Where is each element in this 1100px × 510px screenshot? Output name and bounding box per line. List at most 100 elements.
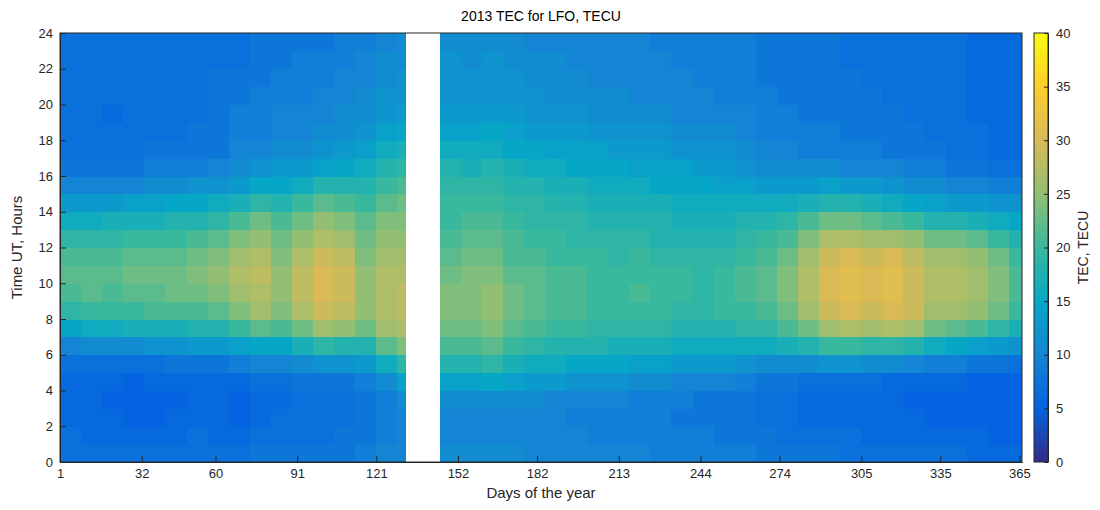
heat-cell [123, 212, 145, 230]
heat-cell [334, 319, 356, 337]
heat-cell [629, 337, 651, 355]
heat-cell [102, 158, 124, 176]
heat-cell [545, 391, 567, 409]
heat-cell [819, 87, 841, 105]
heat-cell [861, 212, 883, 230]
axis-line [61, 462, 1023, 463]
heat-cell [81, 212, 103, 230]
heat-cell [756, 122, 778, 140]
heat-cell [735, 212, 757, 230]
heat-cell [714, 283, 736, 301]
heat-cell [545, 301, 567, 319]
heat-cell [882, 176, 904, 194]
heat-cell [1009, 319, 1022, 337]
heat-cell [693, 283, 715, 301]
heat-cell [735, 230, 757, 248]
heat-cell [1009, 140, 1022, 158]
tick-mark [60, 426, 66, 427]
heat-cell [777, 230, 799, 248]
heat-cell [882, 444, 904, 462]
tick: 10 [39, 276, 66, 291]
heat-cell [840, 373, 862, 391]
heat-cell [882, 265, 904, 283]
heat-cell [123, 444, 145, 462]
tick-label: 14 [39, 204, 53, 219]
heat-cell [946, 283, 968, 301]
heat-cell [1009, 355, 1022, 373]
heat-cell [208, 33, 230, 51]
heat-cell [397, 87, 405, 105]
heat-cell [165, 248, 187, 266]
heat-cell [629, 158, 651, 176]
heat-cell [102, 51, 124, 69]
heat-cell [714, 391, 736, 409]
heat-cell [334, 212, 356, 230]
heat-cell [165, 69, 187, 87]
heat-cell [861, 373, 883, 391]
heat-cell [988, 265, 1010, 283]
heat-cell [208, 212, 230, 230]
heat-cell [376, 301, 398, 319]
heat-cell [967, 426, 989, 444]
heat-cell [777, 355, 799, 373]
heat-cell [482, 140, 504, 158]
heat-cell [735, 319, 757, 337]
heat-cell [798, 212, 820, 230]
heat-cell [81, 194, 103, 212]
heat-cell [735, 194, 757, 212]
heat-cell [861, 158, 883, 176]
heat-cell [102, 391, 124, 409]
heat-cell [440, 301, 462, 319]
heat-cell [250, 283, 272, 301]
tick-label: 60 [209, 466, 223, 481]
heat-cell [144, 391, 166, 409]
heat-cell [376, 194, 398, 212]
heat-cell [903, 176, 925, 194]
heat-cell [144, 426, 166, 444]
heat-cell [461, 105, 483, 123]
heat-cell [334, 408, 356, 426]
heat-cell [819, 319, 841, 337]
heat-cell [967, 87, 989, 105]
heat-cell [988, 176, 1010, 194]
heat-cell [946, 176, 968, 194]
heat-cell [777, 283, 799, 301]
heat-cell [524, 337, 546, 355]
heat-cell [967, 265, 989, 283]
heat-cell [482, 69, 504, 87]
heat-cell [355, 105, 377, 123]
heat-cell [250, 122, 272, 140]
heat-cell [714, 319, 736, 337]
heat-cell [988, 158, 1010, 176]
tick-mark [60, 462, 66, 463]
heat-cell [840, 444, 862, 462]
x-axis-title: Days of the year [486, 484, 595, 501]
heat-cell [587, 408, 609, 426]
heat-cell [608, 140, 630, 158]
axis-line [1048, 34, 1049, 463]
heat-cell [587, 212, 609, 230]
tick-label: 213 [608, 466, 630, 481]
heat-cell [798, 122, 820, 140]
tick-mark [60, 33, 66, 34]
heat-cell [988, 230, 1010, 248]
heat-cell [440, 212, 462, 230]
tick-label: 182 [527, 466, 549, 481]
heat-cell [545, 176, 567, 194]
heat-cell [482, 230, 504, 248]
tick: 274 [769, 456, 791, 481]
heat-cell [440, 283, 462, 301]
heat-cell [165, 140, 187, 158]
heat-cell [461, 69, 483, 87]
heat-cell [608, 87, 630, 105]
heat-cell [250, 319, 272, 337]
tick-mark [458, 456, 459, 462]
heat-cell [461, 212, 483, 230]
heat-cell [271, 51, 293, 69]
heat-cell [355, 319, 377, 337]
heat-cell [334, 373, 356, 391]
heat-cell [587, 373, 609, 391]
heat-cell [798, 176, 820, 194]
heat-cell [777, 408, 799, 426]
heat-cell [903, 248, 925, 266]
